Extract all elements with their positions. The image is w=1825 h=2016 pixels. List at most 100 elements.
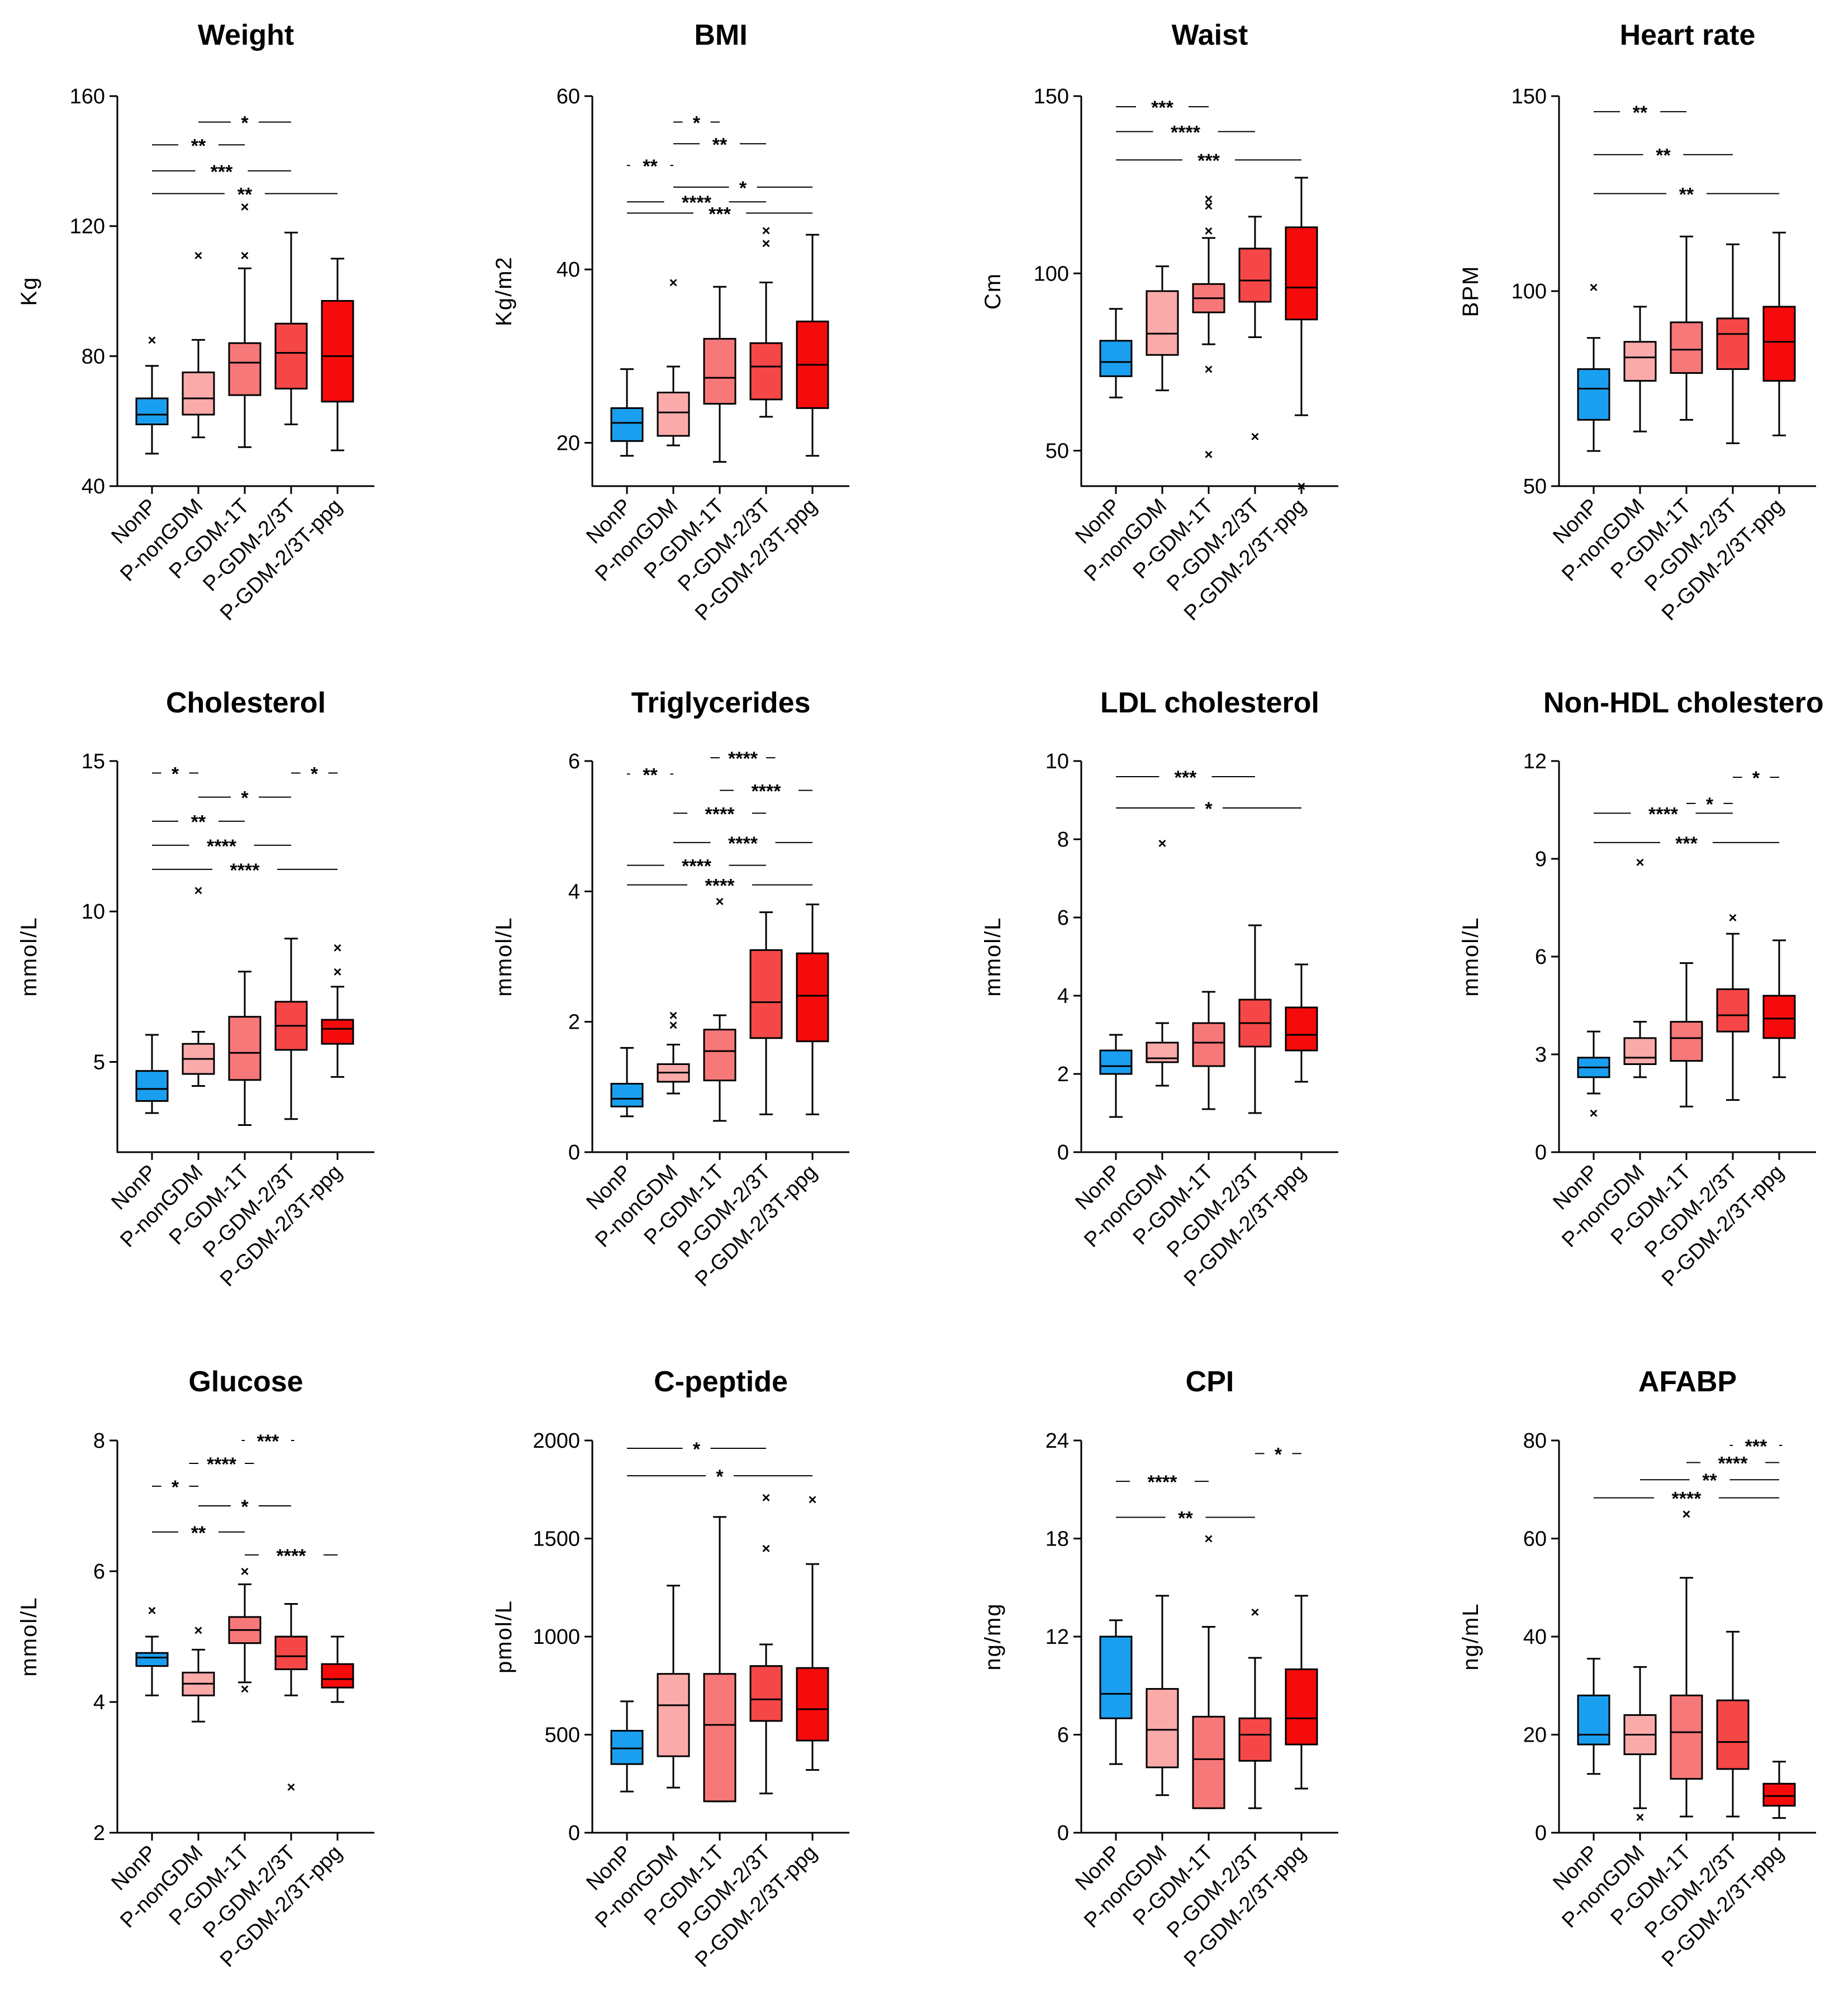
chart-title: CPI — [1186, 1366, 1234, 1398]
significance-label: * — [716, 1466, 724, 1487]
y-tick-label: 40 — [82, 475, 105, 498]
chart-panel-2: Waist50100150CmNonPP-nonGDMP-GDM-1TP-GDM… — [981, 19, 1338, 625]
box-P-GDM-2/3T — [1238, 1717, 1272, 1762]
significance-label: **** — [682, 192, 712, 213]
significance-label: * — [693, 113, 701, 134]
y-axis-label: mmol/L — [1458, 916, 1483, 996]
y-axis-label: mmol/L — [981, 916, 1005, 996]
y-tick-label: 2 — [1057, 1063, 1069, 1086]
outlier-point: × — [333, 963, 341, 980]
y-tick-label: 40 — [1523, 1625, 1547, 1649]
chart-title: LDL cholesterol — [1100, 687, 1319, 719]
chart-panel-9: C-peptide0500100015002000pmol/LNonPP-non… — [492, 1366, 849, 1972]
outlier-point: × — [148, 331, 156, 348]
significance-label: * — [172, 1477, 179, 1498]
box-P-GDM-2/3T — [274, 322, 308, 390]
significance-label: * — [693, 1439, 701, 1460]
y-tick-label: 80 — [82, 345, 105, 368]
significance-label: * — [241, 788, 249, 809]
box-NonP — [1099, 1049, 1133, 1075]
chart-title: Waist — [1172, 19, 1248, 51]
y-tick-label: 50 — [1045, 440, 1069, 463]
box-P-GDM-1T — [1670, 1021, 1703, 1062]
y-axis-label: ng/mg — [981, 1603, 1005, 1670]
y-tick-label: 100 — [1512, 280, 1547, 303]
outlier-point: × — [669, 274, 677, 291]
box-P-nonGDM — [1146, 290, 1179, 356]
box-P-GDM-2/3T-ppg — [796, 952, 829, 1043]
chart-title: AFABP — [1638, 1366, 1737, 1398]
y-tick-label: 6 — [1057, 906, 1069, 930]
outlier-point: × — [1728, 909, 1737, 926]
box-NonP — [610, 1729, 644, 1765]
box-P-GDM-1T — [228, 1016, 262, 1081]
box-P-GDM-1T — [703, 1029, 736, 1082]
y-tick-label: 8 — [93, 1429, 105, 1453]
significance-label: * — [739, 178, 747, 199]
box-P-GDM-1T — [1670, 321, 1703, 374]
y-tick-label: 4 — [568, 880, 580, 904]
chart-title: BMI — [694, 19, 747, 51]
y-tick-label: 3 — [1535, 1043, 1547, 1067]
significance-label: * — [1752, 768, 1760, 789]
significance-label: **** — [1648, 803, 1679, 825]
significance-label: **** — [207, 1454, 237, 1475]
significance-label: * — [172, 764, 179, 785]
box-P-GDM-2/3T — [1716, 1699, 1750, 1770]
outlier-point: × — [194, 882, 202, 899]
significance-label: ** — [191, 812, 206, 833]
significance-label: *** — [211, 161, 233, 183]
y-tick-label: 5 — [93, 1050, 105, 1074]
y-tick-label: 6 — [1057, 1724, 1069, 1747]
outlier-point: × — [194, 1622, 202, 1638]
y-tick-label: 20 — [557, 431, 580, 455]
box-NonP — [610, 407, 644, 442]
significance-label: ** — [712, 134, 728, 155]
y-axis-label: Kg/m2 — [492, 256, 516, 326]
outlier-point: × — [240, 1681, 249, 1698]
box-P-GDM-2/3T-ppg — [321, 1019, 354, 1045]
chart-title: Triglycerides — [631, 687, 811, 719]
outlier-point: × — [669, 1017, 677, 1034]
y-tick-label: 0 — [568, 1822, 580, 1845]
significance-label: ** — [1702, 1470, 1717, 1491]
chart-panel-3: Heart rate50100150BPMNonPP-nonGDMP-GDM-1… — [1458, 19, 1816, 625]
box-P-nonGDM — [182, 371, 215, 416]
outlier-point: × — [1589, 1105, 1598, 1121]
significance-label: **** — [705, 803, 735, 825]
box-P-GDM-1T — [228, 342, 262, 396]
outlier-point: × — [1589, 279, 1598, 296]
y-tick-label: 6 — [1535, 945, 1547, 969]
significance-label: * — [241, 1496, 249, 1518]
y-tick-label: 12 — [1523, 750, 1547, 773]
box-P-nonGDM — [1623, 1037, 1657, 1066]
significance-label: *** — [1745, 1436, 1767, 1457]
box-P-GDM-1T — [1192, 1715, 1225, 1809]
box-P-nonGDM — [1623, 341, 1657, 382]
y-tick-label: 0 — [1535, 1822, 1547, 1845]
significance-label: **** — [230, 860, 260, 881]
significance-label: *** — [1175, 767, 1197, 788]
outlier-point: × — [762, 1540, 770, 1557]
box-P-GDM-2/3T-ppg — [1762, 306, 1796, 382]
significance-label: ** — [1679, 184, 1694, 206]
outlier-point: × — [240, 1563, 249, 1580]
y-axis-label: pmol/L — [492, 1600, 516, 1673]
y-axis-label: ng/mL — [1458, 1603, 1483, 1670]
y-tick-label: 4 — [1057, 985, 1069, 1008]
outlier-point: × — [1682, 1506, 1690, 1523]
y-tick-label: 8 — [1057, 828, 1069, 852]
outlier-point: × — [1636, 1809, 1644, 1825]
significance-label: *** — [1151, 97, 1173, 118]
significance-label: * — [311, 764, 319, 785]
outlier-point: × — [1204, 1530, 1213, 1547]
y-tick-label: 10 — [82, 900, 105, 924]
y-tick-label: 60 — [1523, 1528, 1547, 1551]
significance-label: ** — [191, 1523, 206, 1544]
outlier-point: × — [669, 1007, 677, 1024]
chart-panel-4: Cholesterol51015mmol/LNonPP-nonGDMP-GDM-… — [17, 687, 374, 1291]
outlier-point: × — [287, 1779, 295, 1795]
box-P-GDM-2/3T — [1716, 317, 1750, 370]
chart-panel-11: AFABP020406080ng/mLNonPP-nonGDMP-GDM-1TP… — [1458, 1366, 1816, 1972]
y-tick-label: 0 — [568, 1141, 580, 1164]
